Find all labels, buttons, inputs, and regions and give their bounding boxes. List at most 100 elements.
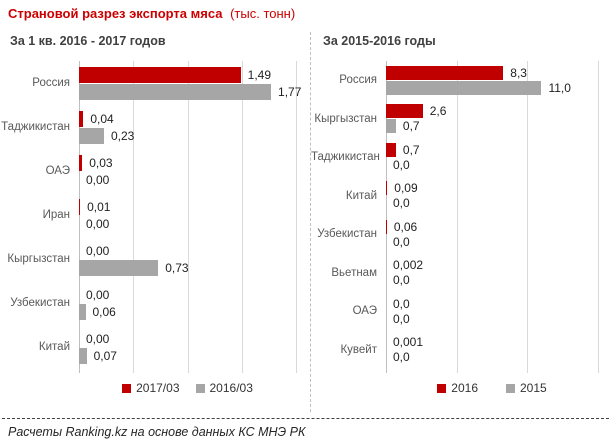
gridline <box>242 61 243 373</box>
value-label: 11,0 <box>548 80 571 95</box>
left-gridlines <box>79 61 297 373</box>
bar-2015 <box>386 80 542 95</box>
value-label: 8,3 <box>510 65 527 80</box>
bar-row: Россия 1,49 1,77 <box>0 61 310 105</box>
source-note: Расчеты Ranking.kz на основе данных КС М… <box>8 425 306 439</box>
gridline <box>133 61 134 373</box>
legend-label: 2016 <box>451 381 478 395</box>
panel-divider <box>310 32 311 412</box>
bar-line: 0,0 <box>386 297 611 311</box>
value-label: 0,03 <box>89 155 113 170</box>
left-bar-rows: Россия 1,49 1,77 Таджикистан 0,04 0,23 ОАЭ 0,03… <box>0 61 310 369</box>
bar-line: 0,0 <box>386 312 611 326</box>
value-label: 0,00 <box>86 287 110 302</box>
bar-row: Узбекистан 0,00 0,06 <box>0 281 310 325</box>
left-chart-plot: Россия 1,49 1,77 Таджикистан 0,04 0,23 ОАЭ 0,03… <box>0 61 310 373</box>
bar-line: 0,73 <box>79 259 310 276</box>
legend-swatch-icon <box>122 383 132 393</box>
bar-2016-03 <box>79 127 104 144</box>
bar-group: 0,0 0,0 <box>386 297 611 326</box>
category-label: ОАЭ <box>45 165 70 177</box>
category-label: Кыргызстан <box>7 253 70 265</box>
bar-group: 0,09 0,0 <box>386 181 611 210</box>
legend-swatch-icon <box>437 383 447 393</box>
legend-label: 2015 <box>520 381 547 395</box>
right-gridlines <box>386 61 599 373</box>
value-label: 0,06 <box>393 219 418 234</box>
left-chart-panel: За 1 кв. 2016 - 2017 годов Россия 1,49 1,7… <box>0 30 310 395</box>
right-bar-rows: Россия 8,3 11,0 Кыргызстан 2,6 0,7 Таджикистан… <box>311 61 611 369</box>
value-label: 0,002 <box>393 258 424 273</box>
bar-row: Иран 0,01 0,00 <box>0 193 310 237</box>
category-label: Кувейт <box>340 343 377 356</box>
category-label: Китай <box>38 341 70 353</box>
value-label: 0,23 <box>110 128 135 143</box>
category-label: ОАЭ <box>352 305 377 318</box>
bar-2016 <box>386 104 423 119</box>
value-label: 0,07 <box>93 348 117 363</box>
value-label: 0,00 <box>86 243 110 258</box>
value-label: 0,0 <box>393 311 410 326</box>
left-legend: 2017/03 2016/03 <box>79 381 296 395</box>
value-label: 0,001 <box>393 335 424 350</box>
value-label: 0,0 <box>393 296 410 311</box>
value-label: 0,00 <box>86 216 110 231</box>
value-label: 0,09 <box>394 181 418 196</box>
value-label: 2,6 <box>429 104 447 119</box>
category-label: Россия <box>339 74 377 87</box>
legend-item: 2016/03 <box>195 381 253 395</box>
value-label: 0,01 <box>87 199 111 214</box>
right-chart-panel: За 2015-2016 годы Россия 8,3 11,0 Кыргызста… <box>311 30 611 395</box>
bar-line: 0,07 <box>79 347 310 364</box>
bar-group: 0,00 0,07 <box>79 331 310 364</box>
bar-line: 0,01 <box>79 198 310 215</box>
bar-2016 <box>386 65 504 80</box>
category-label: Узбекистан <box>317 228 377 241</box>
value-label: 0,0 <box>393 196 410 211</box>
axis-line <box>79 61 80 373</box>
bar-line: 0,00 <box>79 287 310 303</box>
value-label: 0,73 <box>165 260 189 275</box>
bar-line: 0,001 <box>386 335 611 349</box>
bar-line: 0,002 <box>386 258 611 273</box>
bar-line: 0,7 <box>386 119 611 134</box>
bar-line: 0,0 <box>386 273 611 287</box>
bar-group: 0,00 0,73 <box>79 243 310 276</box>
legend-swatch-icon <box>195 383 205 393</box>
bar-group: 0,001 0,0 <box>386 335 611 364</box>
bar-group: 0,7 0,0 <box>386 142 611 172</box>
category-label: Вьетнам <box>331 266 377 279</box>
bar-row: Китай 0,00 0,07 <box>0 325 310 369</box>
bar-row: Россия 8,3 11,0 <box>311 61 611 100</box>
page-title-unit: (тыс. тонн) <box>230 6 296 21</box>
bar-2017-03 <box>79 198 81 215</box>
bar-group: 0,03 0,00 <box>79 154 310 188</box>
bar-line: 0,00 <box>79 331 310 347</box>
value-label: 1,49 <box>247 67 272 82</box>
legend-item: 2016 <box>437 381 478 395</box>
bar-row: Кыргызстан 2,6 0,7 <box>311 100 611 139</box>
bar-line: 0,7 <box>386 142 611 157</box>
footer-divider <box>2 418 609 419</box>
bar-line: 0,00 <box>79 172 310 188</box>
bar-line: 0,0 <box>386 235 611 249</box>
left-chart-title: За 1 кв. 2016 - 2017 годов <box>10 34 166 48</box>
bar-line: 0,23 <box>79 127 310 144</box>
category-label: Таджикистан <box>1 121 70 133</box>
bar-group: 0,01 0,00 <box>79 198 310 232</box>
gridline <box>598 61 599 373</box>
bar-2017-03 <box>79 154 83 171</box>
category-label: Россия <box>32 77 70 89</box>
bar-2016 <box>386 142 396 157</box>
category-label: Таджикистан <box>311 151 380 164</box>
value-label: 0,0 <box>393 350 410 365</box>
value-label: 0,04 <box>90 111 114 126</box>
bar-row: Китай 0,09 0,0 <box>311 177 611 216</box>
bar-row: Кыргызстан 0,00 0,73 <box>0 237 310 281</box>
legend-item: 2017/03 <box>122 381 180 395</box>
bar-row: Вьетнам 0,002 0,0 <box>311 254 611 293</box>
bar-2016 <box>386 181 388 196</box>
bar-group: 0,06 0,0 <box>386 219 611 249</box>
gridline <box>457 61 458 373</box>
axis-line <box>386 61 387 373</box>
